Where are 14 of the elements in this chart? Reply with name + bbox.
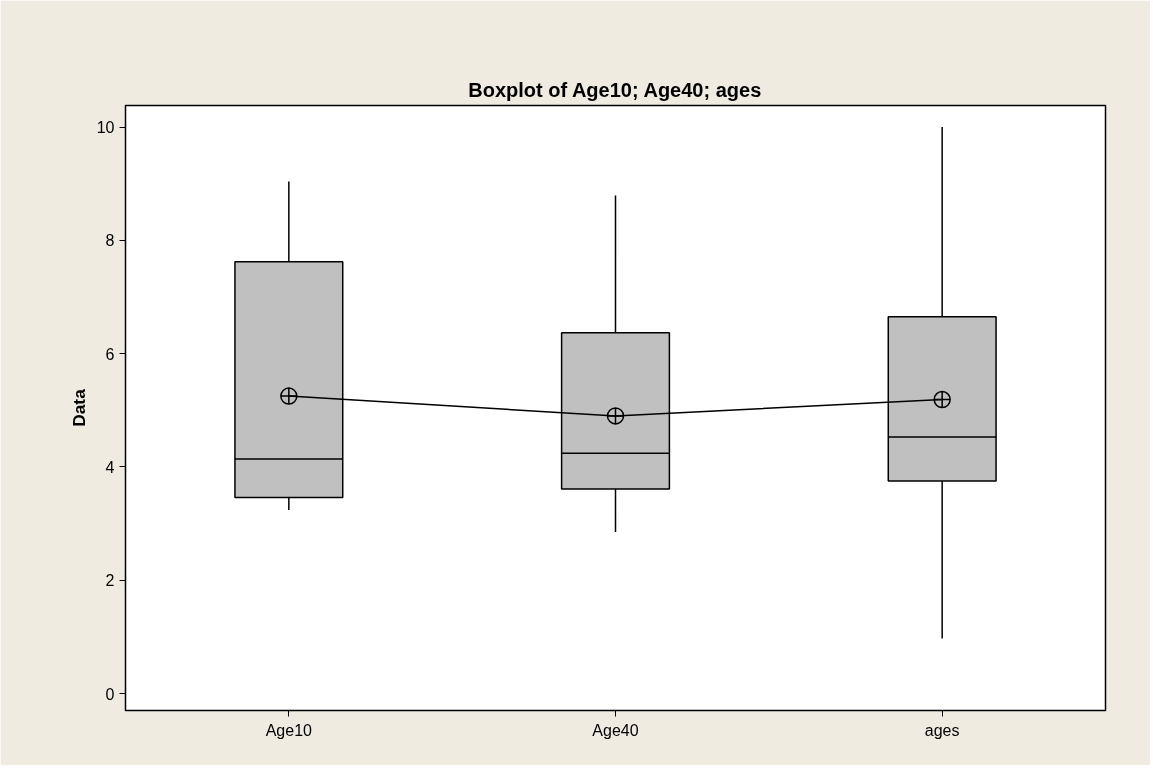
point: [606, 407, 625, 425]
y-tick-label: 8: [105, 232, 115, 250]
point: [280, 387, 298, 405]
x-tick-label: ages: [924, 721, 960, 739]
y-tick-label: 0: [105, 685, 115, 703]
point: [933, 390, 951, 409]
chart-title: Boxplot of Age10; Age40; ages: [468, 78, 762, 101]
y-tick-label: 2: [105, 572, 115, 590]
y-tick-label: 10: [96, 119, 115, 137]
y-tick-label: 4: [105, 458, 115, 476]
y-axis-title: Data: [68, 388, 89, 427]
x-tick-label: Age10: [265, 721, 313, 739]
x-tick-label: Age40: [592, 721, 639, 739]
y-tick-label: 6: [105, 345, 115, 363]
